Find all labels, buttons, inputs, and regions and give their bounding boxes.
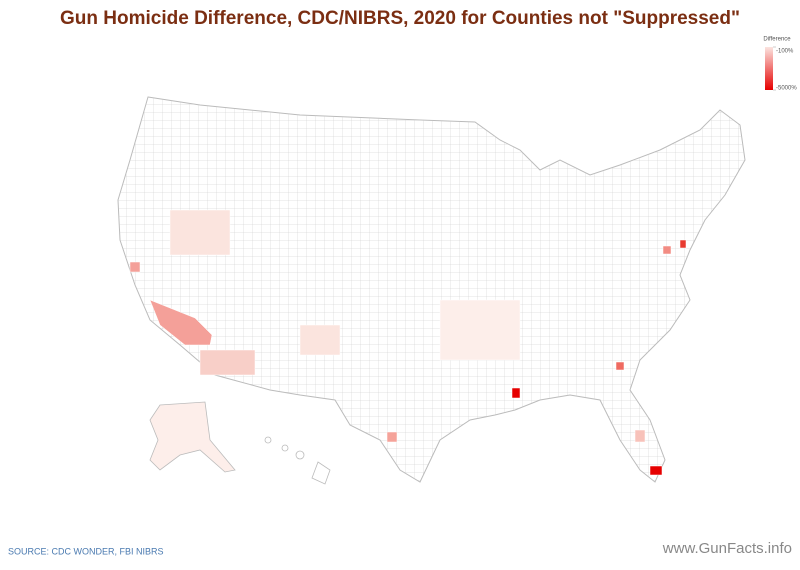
legend: Difference -100% -5000% [763, 37, 797, 92]
island [281, 444, 289, 452]
county [615, 361, 625, 371]
county [511, 387, 521, 399]
source: SOURCE: CDC WONDER, FBI NIBRS [8, 546, 164, 556]
county [662, 245, 672, 255]
county [386, 431, 398, 443]
legend-scale [765, 47, 773, 90]
county [299, 324, 341, 356]
island [264, 436, 272, 444]
us-map [117, 96, 746, 485]
legend-title: Difference [763, 37, 791, 43]
highlighted-counties [129, 209, 687, 476]
county [149, 299, 213, 346]
county [634, 429, 646, 443]
site: www.GunFacts.info [662, 540, 792, 557]
alaska [149, 401, 236, 473]
contiguous-us-counties [118, 97, 745, 482]
county [169, 209, 231, 256]
title: Gun Homicide Difference, CDC/NIBRS, 2020… [60, 8, 740, 29]
county [679, 239, 687, 249]
legend-tick-label: -100% [776, 49, 794, 55]
legend-tick-label: -5000% [776, 86, 797, 92]
island [311, 461, 331, 485]
county [439, 299, 521, 361]
hawaii [264, 436, 331, 485]
county [199, 349, 256, 376]
county [649, 465, 663, 476]
county [129, 261, 141, 273]
island [295, 450, 305, 460]
